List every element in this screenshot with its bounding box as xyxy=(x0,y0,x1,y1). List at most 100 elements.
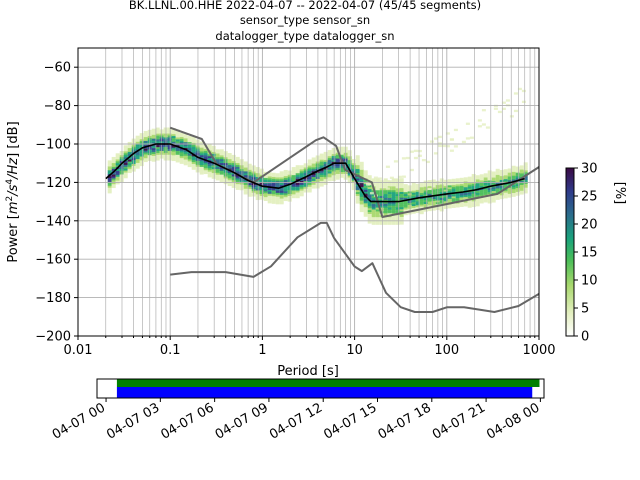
histogram-cell xyxy=(207,157,212,161)
histogram-cell xyxy=(367,175,372,178)
histogram-cell xyxy=(495,197,500,200)
histogram-cell xyxy=(107,175,112,179)
histogram-cell xyxy=(387,218,392,221)
histogram-cell xyxy=(235,176,240,179)
histogram-cell xyxy=(413,156,418,160)
histogram-cell xyxy=(339,167,344,171)
histogram-cell xyxy=(479,174,484,177)
histogram-cell xyxy=(107,168,112,171)
histogram-cell xyxy=(375,211,380,214)
histogram-cell xyxy=(371,199,376,202)
histogram-cell xyxy=(519,165,524,168)
x-tick-label: 10 xyxy=(346,343,363,358)
histogram-cell xyxy=(405,156,410,160)
histogram-cell xyxy=(499,193,504,196)
histogram-cell xyxy=(123,174,128,177)
histogram-cell xyxy=(319,167,324,170)
histogram-cell xyxy=(331,163,336,166)
histogram-cell xyxy=(331,147,336,151)
histogram-cell xyxy=(127,153,132,156)
histogram-cell xyxy=(379,195,384,198)
histogram-cell xyxy=(227,176,232,179)
histogram-cell xyxy=(347,175,352,178)
histogram-cell xyxy=(347,165,352,168)
histogram-cell xyxy=(451,205,456,208)
histogram-cell xyxy=(355,155,360,158)
histogram-cell xyxy=(319,161,324,164)
histogram-cell xyxy=(431,191,436,194)
histogram-cell xyxy=(487,183,492,187)
histogram-cell xyxy=(231,181,236,185)
histogram-cell xyxy=(167,139,172,142)
histogram-cell xyxy=(295,165,300,168)
coverage-tick-label: 04-07 21 xyxy=(430,400,488,442)
y-tick-label: −100 xyxy=(35,138,71,153)
histogram-cell xyxy=(499,179,504,182)
histogram-cell xyxy=(319,182,324,185)
histogram-cell xyxy=(471,179,476,183)
histogram-cell xyxy=(455,189,460,193)
histogram-cell xyxy=(391,207,396,210)
histogram-cell xyxy=(451,188,456,191)
histogram-cell xyxy=(519,188,524,191)
histogram-cell xyxy=(467,201,472,204)
histogram-cell xyxy=(395,193,400,197)
histogram-cell xyxy=(307,163,312,166)
histogram-cell xyxy=(495,180,500,183)
histogram-cell xyxy=(295,193,300,197)
histogram-cell xyxy=(467,205,472,208)
histogram-cell xyxy=(303,169,308,172)
histogram-cell xyxy=(385,180,390,183)
histogram-cell xyxy=(399,205,404,208)
histogram-cell xyxy=(191,155,196,159)
mean-curve xyxy=(105,143,525,203)
histogram-cell xyxy=(347,159,352,163)
histogram-cell xyxy=(387,195,392,198)
histogram-cell xyxy=(491,171,496,174)
histogram-cell xyxy=(247,173,252,176)
histogram-cell xyxy=(415,187,420,190)
histogram-cell xyxy=(287,174,292,177)
histogram-cell xyxy=(451,184,456,187)
histogram-cell xyxy=(215,168,220,171)
histogram-cell xyxy=(487,197,492,200)
histogram-cell xyxy=(295,184,300,187)
histogram-cell xyxy=(437,135,442,139)
histogram-cell xyxy=(287,187,292,191)
histogram-cell xyxy=(477,125,482,128)
histogram-cell xyxy=(515,178,520,181)
histogram-cell xyxy=(491,186,496,190)
histogram-cell xyxy=(199,166,204,169)
histogram-cell xyxy=(139,135,144,138)
histogram-cell xyxy=(319,180,324,183)
histogram-cell xyxy=(511,188,516,192)
histogram-cell xyxy=(255,174,260,178)
histogram-cell xyxy=(287,170,292,173)
histogram-cell xyxy=(399,222,404,225)
histogram-cell xyxy=(427,199,432,202)
histogram-cell xyxy=(135,139,140,142)
histogram-cell xyxy=(391,195,396,198)
histogram-cell xyxy=(159,144,164,148)
histogram-cell xyxy=(451,199,456,203)
coverage-data-bar xyxy=(116,387,533,398)
histogram-cell xyxy=(299,170,304,174)
histogram-cell xyxy=(211,151,216,154)
histogram-cell xyxy=(219,151,224,154)
histogram-cell xyxy=(475,182,480,186)
histogram-cell xyxy=(191,146,196,149)
histogram-cell xyxy=(183,157,188,160)
histogram-cell xyxy=(307,178,312,181)
histogram-cell xyxy=(299,167,304,170)
histogram-cell xyxy=(367,211,372,214)
histogram-cell xyxy=(323,159,328,162)
histogram-cell xyxy=(143,157,148,161)
histogram-cell xyxy=(415,191,420,194)
histogram-cell xyxy=(279,171,284,174)
histogram-cell xyxy=(127,147,132,150)
histogram-cell xyxy=(227,179,232,183)
noise-model-high xyxy=(169,126,539,218)
histogram-cell xyxy=(183,143,188,147)
histogram-cell xyxy=(143,154,148,157)
histogram-cell xyxy=(247,171,252,174)
